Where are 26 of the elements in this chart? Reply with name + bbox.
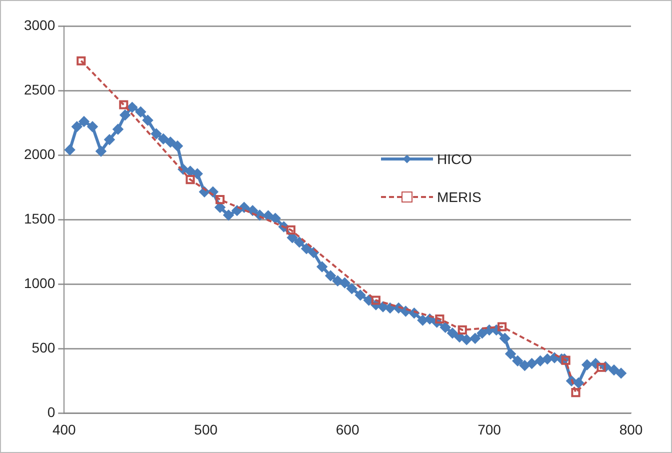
point [458, 325, 467, 334]
point [435, 314, 444, 324]
x-tick-label: 600 [336, 421, 360, 438]
x-tick-label: 500 [194, 421, 218, 438]
point [498, 322, 507, 332]
x-tick-label: 400 [52, 421, 76, 438]
legend-label: HICO [437, 151, 472, 167]
y-tick-label: 500 [32, 340, 56, 356]
y-tick-label: 2500 [24, 81, 56, 98]
point [186, 175, 195, 184]
point [561, 356, 570, 365]
point [596, 362, 606, 372]
point [286, 225, 296, 234]
y-tick-label: 1500 [24, 210, 56, 226]
point [76, 56, 86, 66]
x-tick-label: 800 [619, 421, 643, 438]
y-tick-label: 0 [47, 404, 56, 420]
point [119, 100, 128, 110]
x-tick-label: 700 [478, 421, 502, 438]
y-tick-label: 1000 [24, 274, 56, 291]
y-tick-label: 2000 [24, 146, 56, 162]
legend-label: MERIS [437, 189, 482, 205]
point [571, 388, 580, 398]
point [215, 195, 225, 204]
y-tick-label: 3000 [24, 16, 56, 33]
point [371, 296, 380, 305]
